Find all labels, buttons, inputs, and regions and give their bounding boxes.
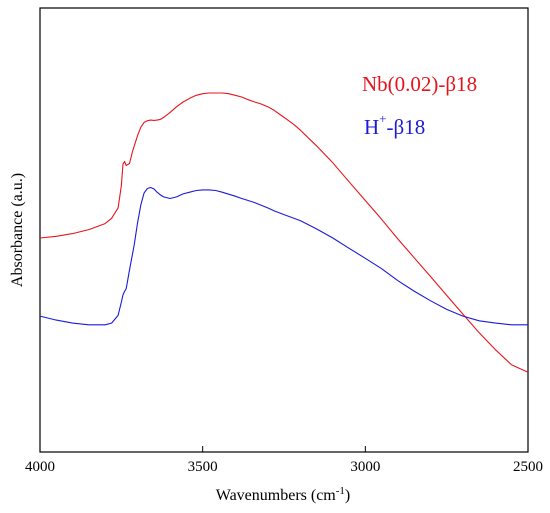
x-tick-label: 2500 [513,459,543,475]
plot-area-frame [39,7,529,453]
x-tick-label: 3000 [350,459,380,475]
series-layer [39,92,529,373]
series-line-h [39,186,528,326]
y-axis-title: Absorbance (a.u.) [9,173,26,287]
series-line-nb [39,92,529,373]
legend-entry-nb: Nb(0.02)-β18 [362,72,477,96]
x-tick-label: 4000 [25,459,55,475]
x-axis-ticks: 4000 3500 3000 2500 [25,446,543,475]
x-tick-label: 3500 [188,459,218,475]
legend-entry-h: H+-β18 [364,111,425,139]
x-axis-title: Wavenumbers (cm-1) [216,485,351,504]
